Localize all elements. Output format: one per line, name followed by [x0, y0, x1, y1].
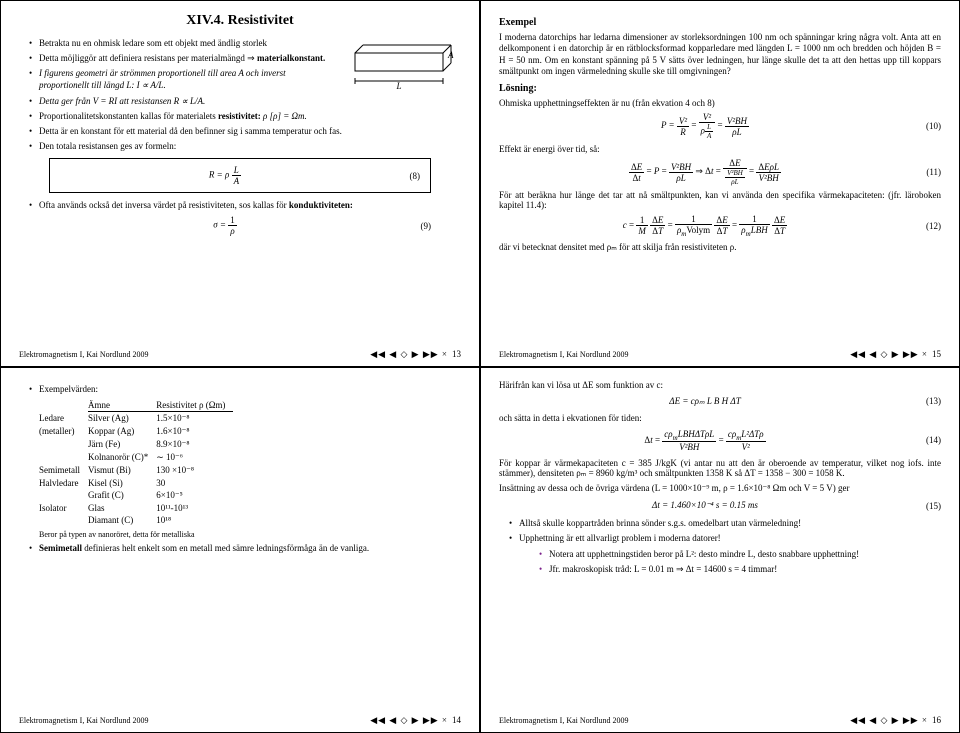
- equation-11: ΔEΔt = P = V²BHρL ⇒ Δt = ΔEV²BHρL = ΔEρL…: [499, 158, 941, 186]
- bullet: Alltså skulle koppartråden brinna sönder…: [509, 517, 941, 529]
- footer-nav[interactable]: ◀◀ ◀ ◇ ▶ ▶▶ × 13: [370, 349, 461, 360]
- table-header-row: Ämne Resistivitet ρ (Ωm): [39, 399, 233, 412]
- table-row: Grafit (C)6×10⁻⁵: [39, 489, 233, 502]
- bullet: Betrakta nu en ohmisk ledare som ett obj…: [29, 37, 461, 49]
- bullet: Upphettning är ett allvarligt problem i …: [509, 532, 941, 544]
- paragraph: Härifrån kan vi lösa ut ΔE som funktion …: [499, 380, 941, 390]
- bullet: Detta är en konstant för ett material då…: [29, 125, 461, 137]
- equation-9: σ = 1ρ (9): [49, 215, 431, 236]
- bullet-list: Ofta används också det inversa värdet på…: [19, 199, 461, 211]
- paragraph: För att beräkna hur länge det tar att nå…: [499, 190, 941, 210]
- bullet: I figurens geometri är strömmen proporti…: [29, 67, 461, 91]
- equation-13: ΔE = cρₘ L B H ΔT (13): [499, 396, 941, 407]
- slide-footer: Elektromagnetism I, Kai Nordlund 2009 ◀◀…: [499, 715, 941, 726]
- bullet-list: Detta ger från V = RI att resistansen R …: [19, 95, 461, 153]
- equation-8: R = ρ LA (8): [49, 158, 431, 193]
- bullet: Proportionalitetskonstanten kallas för m…: [29, 110, 461, 122]
- footer-nav[interactable]: ◀◀ ◀ ◇ ▶ ▶▶ × 16: [850, 715, 941, 726]
- paragraph: I moderna datorchips har ledarna dimensi…: [499, 32, 941, 77]
- resistivity-table: Ämne Resistivitet ρ (Ωm) LedareSilver (A…: [39, 399, 233, 526]
- slide-14: Exempelvärden: Ämne Resistivitet ρ (Ωm) …: [0, 367, 480, 733]
- slide-footer: Elektromagnetism I, Kai Nordlund 2009 ◀◀…: [19, 349, 461, 360]
- footer-nav[interactable]: ◀◀ ◀ ◇ ▶ ▶▶ × 14: [370, 715, 461, 726]
- slide-body: XIV.4. Resistivitet L A Betrakta: [19, 13, 461, 345]
- table-row: Järn (Fe)8.9×10⁻⁸: [39, 438, 233, 451]
- bullet-list: Alltså skulle koppartråden brinna sönder…: [499, 517, 941, 544]
- solution-label: Lösning:: [499, 83, 941, 94]
- footer-credit: Elektromagnetism I, Kai Nordlund 2009: [19, 350, 149, 359]
- footer-credit: Elektromagnetism I, Kai Nordlund 2009: [499, 716, 629, 725]
- table-row: SemimetallVismut (Bi)130 ×10⁻⁸: [39, 464, 233, 477]
- bullet: Semimetall definieras helt enkelt som en…: [29, 542, 461, 554]
- bullet: Ofta används också det inversa värdet på…: [29, 199, 461, 211]
- equation-10: P = V²R = V²ρLA = V²BHρL (10): [499, 112, 941, 140]
- paragraph: Ohmiska upphettningseffekten är nu (från…: [499, 98, 941, 108]
- equation-14: Δt = cρmLBHΔTρLV²BH = cρmL²ΔTρV² (14): [499, 429, 941, 453]
- footer-credit: Elektromagnetism I, Kai Nordlund 2009: [19, 716, 149, 725]
- bullet: Exempelvärden:: [29, 383, 461, 395]
- footer-nav[interactable]: ◀◀ ◀ ◇ ▶ ▶▶ × 15: [850, 349, 941, 360]
- bullet: Jfr. makroskopisk tråd: L = 0.01 m ⇒ Δt …: [539, 563, 941, 575]
- paragraph: För koppar är värmekapaciteten c = 385 J…: [499, 458, 941, 479]
- equation-15: Δt = 1.460×10⁻⁴ s = 0.15 ms (15): [499, 500, 941, 511]
- table-row: HalvledareKisel (Si)30: [39, 477, 233, 489]
- bullet-list: Semimetall definieras helt enkelt som en…: [19, 542, 461, 554]
- slide-13: XIV.4. Resistivitet L A Betrakta: [0, 0, 480, 367]
- table-row: Kolnanorör (C)*∼ 10⁻⁶: [39, 451, 233, 464]
- bullet: Detta ger från V = RI att resistansen R …: [29, 95, 461, 107]
- slide-footer: Elektromagnetism I, Kai Nordlund 2009 ◀◀…: [19, 715, 461, 726]
- bullet: Den totala resistansen ges av formeln:: [29, 140, 461, 152]
- bullet: Detta möjliggör att definiera resistans …: [29, 52, 461, 64]
- sub-bullet-list: Notera att upphettningstiden beror på L²…: [529, 548, 941, 575]
- paragraph: där vi betecknat densitet med ρₘ för att…: [499, 242, 941, 253]
- paragraph: och sätta in detta i ekvationen för tide…: [499, 413, 941, 423]
- slide-body: Härifrån kan vi lösa ut ΔE som funktion …: [499, 380, 941, 712]
- bullet: Notera att upphettningstiden beror på L²…: [539, 548, 941, 560]
- slide-16: Härifrån kan vi lösa ut ΔE som funktion …: [480, 367, 960, 733]
- slide-footer: Elektromagnetism I, Kai Nordlund 2009 ◀◀…: [499, 349, 941, 360]
- table-row: (metaller)Koppar (Ag)1.6×10⁻⁸: [39, 425, 233, 438]
- table-row: LedareSilver (Ag)1.5×10⁻⁸: [39, 411, 233, 425]
- paragraph: Insättning av dessa och de övriga värden…: [499, 483, 941, 494]
- col-header: Ämne: [88, 399, 156, 412]
- slide-15: Exempel I moderna datorchips har ledarna…: [480, 0, 960, 367]
- example-label: Exempel: [499, 17, 941, 28]
- bullet-list: Exempelvärden:: [19, 383, 461, 395]
- paragraph: Effekt är energi över tid, så:: [499, 144, 941, 154]
- slide-body: Exempel I moderna datorchips har ledarna…: [499, 13, 941, 345]
- equation-12: c = 1M ΔEΔT = 1ρmVolym ΔEΔT = 1ρmLBH ΔEΔ…: [499, 214, 941, 238]
- table-row: Diamant (C)10¹⁸: [39, 514, 233, 526]
- table-row: IsolatorGlas10¹¹-10¹³: [39, 502, 233, 514]
- slide-body: Exempelvärden: Ämne Resistivitet ρ (Ωm) …: [19, 380, 461, 712]
- slide-title: XIV.4. Resistivitet: [19, 13, 461, 29]
- table-footnote: Beror på typen av nanoröret, detta för m…: [39, 530, 461, 539]
- col-header: Resistivitet ρ (Ωm): [156, 399, 233, 412]
- footer-credit: Elektromagnetism I, Kai Nordlund 2009: [499, 350, 629, 359]
